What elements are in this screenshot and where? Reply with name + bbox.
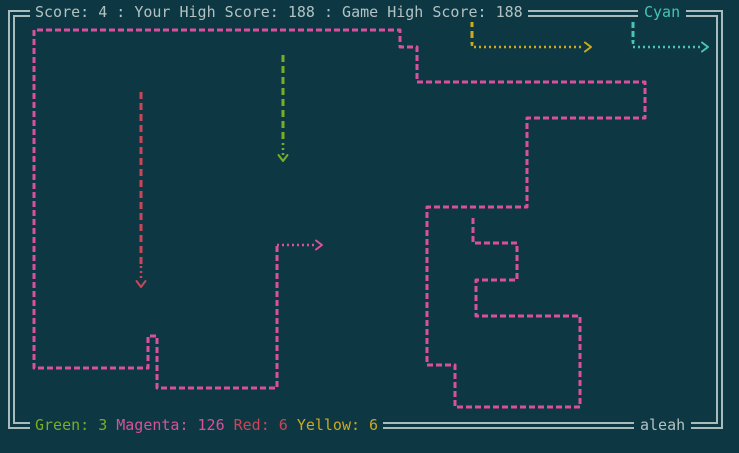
- trail-cyan-head: [631, 42, 701, 49]
- username-label: aleah: [634, 416, 692, 435]
- trail-green-arrow-icon: [277, 154, 289, 162]
- trail-cyan-arrow-icon: [701, 41, 709, 53]
- trail-magenta-arrow-icon: [315, 239, 323, 251]
- trail-red-arrow-icon: [135, 280, 147, 288]
- status-red: Red: 6: [233, 416, 288, 434]
- trail-yellow-arrow-icon: [584, 41, 592, 53]
- status-magenta: Magenta: 126: [116, 416, 225, 434]
- status-yellow: Yellow: 6: [296, 416, 379, 434]
- trail-magenta: [32, 28, 647, 409]
- player-color-label: Cyan: [638, 3, 687, 22]
- footer-status: Green: 3 Magenta: 126 Red: 6 Yellow: 6: [30, 416, 384, 435]
- trail-yellow-head: [470, 44, 584, 49]
- status-green: Green: 3: [35, 416, 108, 434]
- score-text: Score: 4 : Your High Score: 188 : Game H…: [30, 3, 528, 22]
